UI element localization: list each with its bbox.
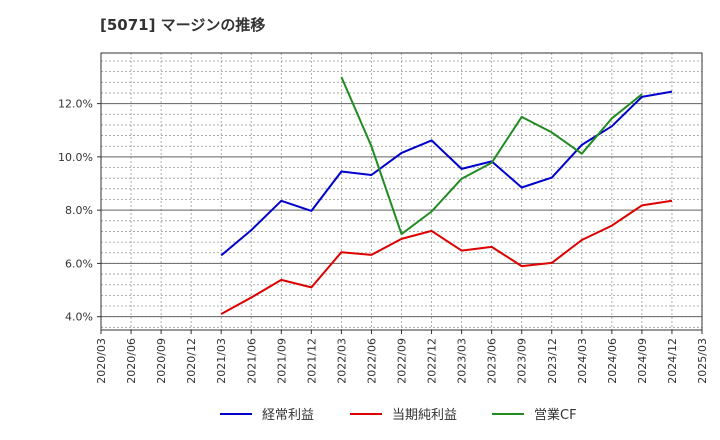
y-tick-label: 10.0% <box>58 151 93 164</box>
legend: 経常利益 当期純利益 営業CF <box>220 407 577 423</box>
y-tick-label: 4.0% <box>65 311 93 324</box>
x-tick-label: 2021/12 <box>305 338 318 384</box>
grid <box>101 53 702 330</box>
y-tick-label: 6.0% <box>65 257 93 270</box>
x-tick-label: 2024/06 <box>606 338 619 384</box>
x-tick-label: 2022/06 <box>365 338 378 384</box>
x-tick-label: 2024/12 <box>666 338 679 384</box>
series-line-0 <box>220 90 673 257</box>
chart-title: [5071] マージンの推移 <box>100 16 266 34</box>
x-tick-label: 2023/09 <box>516 338 529 384</box>
legend-label: 経常利益 <box>262 408 314 423</box>
x-tick-label: 2020/09 <box>155 338 168 384</box>
x-tick-label: 2024/09 <box>636 338 649 384</box>
legend-label: 当期純利益 <box>392 408 457 423</box>
x-tick-label: 2021/09 <box>275 338 288 384</box>
y-axis: 4.0% 6.0% 8.0% 10.0% 12.0% <box>58 98 101 324</box>
y-tick-label: 8.0% <box>65 204 93 217</box>
x-tick-label: 2024/03 <box>576 338 589 384</box>
x-tick-label: 2020/12 <box>185 338 198 384</box>
x-tick-label: 2021/06 <box>245 338 258 384</box>
x-tick-label: 2020/03 <box>95 338 108 384</box>
x-tick-label: 2023/06 <box>486 338 499 384</box>
series <box>220 76 673 315</box>
x-tick-label: 2022/03 <box>335 338 348 384</box>
legend-label: 営業CF <box>534 407 577 423</box>
x-tick-label: 2021/03 <box>215 338 228 384</box>
x-tick-label: 2023/12 <box>546 338 559 384</box>
x-tick-label: 2023/03 <box>456 338 469 384</box>
x-tick-label: 2022/12 <box>426 338 439 384</box>
x-tick-label: 2020/06 <box>125 338 138 384</box>
series-line-1 <box>220 199 673 315</box>
x-axis: 2020/03 2020/06 2020/09 2020/12 2021/03 2021/… <box>95 330 709 384</box>
series-line-2 <box>340 76 643 236</box>
y-tick-label: 12.0% <box>58 98 93 111</box>
x-tick-label: 2022/09 <box>396 338 409 384</box>
x-tick-label: 2025/03 <box>696 338 709 384</box>
